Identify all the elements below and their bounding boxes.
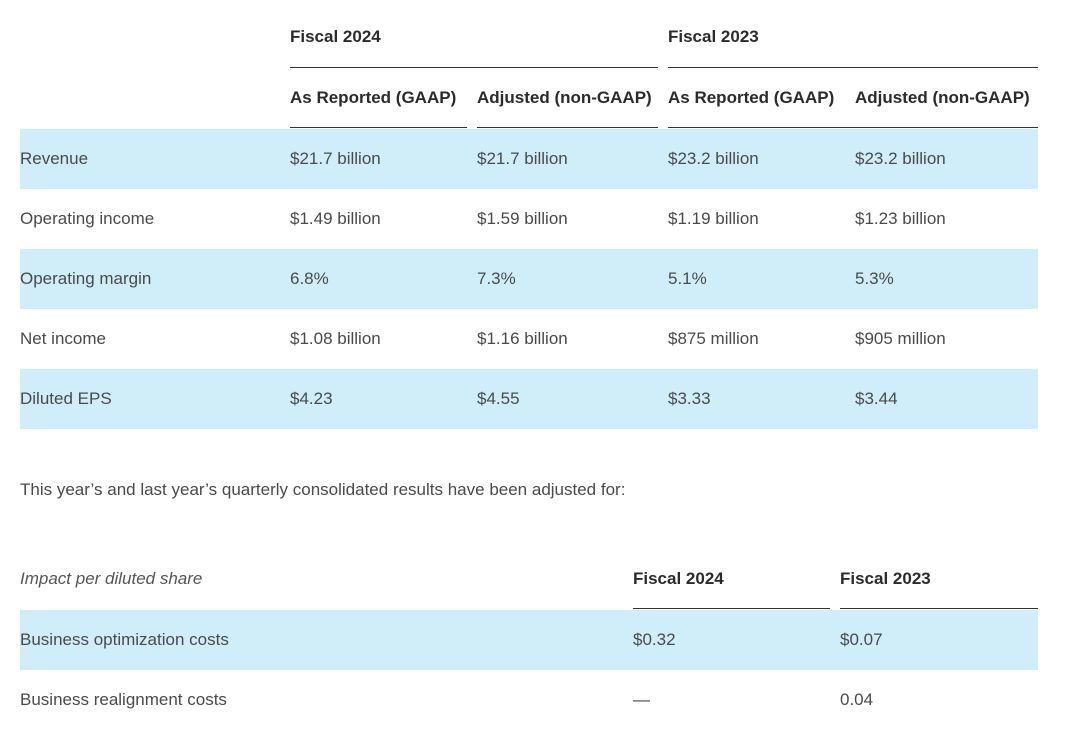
cell: $0.07	[840, 630, 883, 649]
divider	[840, 127, 1038, 128]
row-label: Net income	[20, 329, 106, 348]
divider	[668, 67, 1038, 68]
cell: $1.16 billion	[477, 329, 568, 348]
subheader-gaap-2023: As Reported (GAAP)	[668, 88, 835, 107]
row-label: Business optimization costs	[20, 630, 229, 649]
cell: $23.2 billion	[668, 149, 759, 168]
cell: $4.55	[477, 389, 520, 408]
cell: 6.8%	[290, 269, 329, 288]
divider	[633, 608, 830, 609]
cell: $4.23	[290, 389, 333, 408]
row-label: Operating income	[20, 209, 155, 228]
cell: 5.3%	[855, 269, 894, 288]
subheader-gaap-2024: As Reported (GAAP)	[290, 88, 457, 107]
adjustment-note: This year’s and last year’s quarterly co…	[20, 480, 626, 499]
cell: $21.7 billion	[290, 149, 381, 168]
cell: 0.04	[840, 690, 874, 709]
cell: $1.08 billion	[290, 329, 381, 348]
cell: $1.59 billion	[477, 209, 568, 228]
divider	[840, 608, 1038, 609]
cell: 7.3%	[477, 269, 516, 288]
subheader-nongaap-2023: Adjusted (non-GAAP)	[855, 88, 1030, 107]
subheader-nongaap-2024: Adjusted (non-GAAP)	[477, 88, 652, 107]
divider	[477, 127, 658, 128]
cell: $21.7 billion	[477, 149, 568, 168]
divider	[668, 127, 845, 128]
row-band	[20, 249, 1038, 309]
cell: 5.1%	[668, 269, 707, 288]
cell: $3.33	[668, 389, 711, 408]
cell: $3.44	[855, 389, 898, 408]
cell: —	[633, 690, 650, 709]
divider	[290, 67, 658, 68]
cell: $905 million	[855, 329, 946, 348]
row-label: Business realignment costs	[20, 690, 227, 709]
row-label: Operating margin	[20, 269, 152, 288]
row-band	[20, 369, 1038, 429]
header-fiscal-2024: Fiscal 2024	[633, 569, 724, 588]
row-band	[20, 129, 1038, 189]
cell: $875 million	[668, 329, 759, 348]
header-fiscal-2024: Fiscal 2024	[290, 27, 381, 46]
cell: $1.19 billion	[668, 209, 759, 228]
row-label: Revenue	[20, 149, 89, 168]
divider	[290, 127, 467, 128]
cell: $1.23 billion	[855, 209, 946, 228]
row-band	[20, 610, 1038, 670]
header-fiscal-2023: Fiscal 2023	[668, 27, 759, 46]
cell: $1.49 billion	[290, 209, 381, 228]
header-fiscal-2023: Fiscal 2023	[840, 569, 931, 588]
row-label: Diluted EPS	[20, 389, 112, 408]
cell: $23.2 billion	[855, 149, 946, 168]
cell: $0.32	[633, 630, 676, 649]
impact-header-label: Impact per diluted share	[20, 569, 203, 588]
